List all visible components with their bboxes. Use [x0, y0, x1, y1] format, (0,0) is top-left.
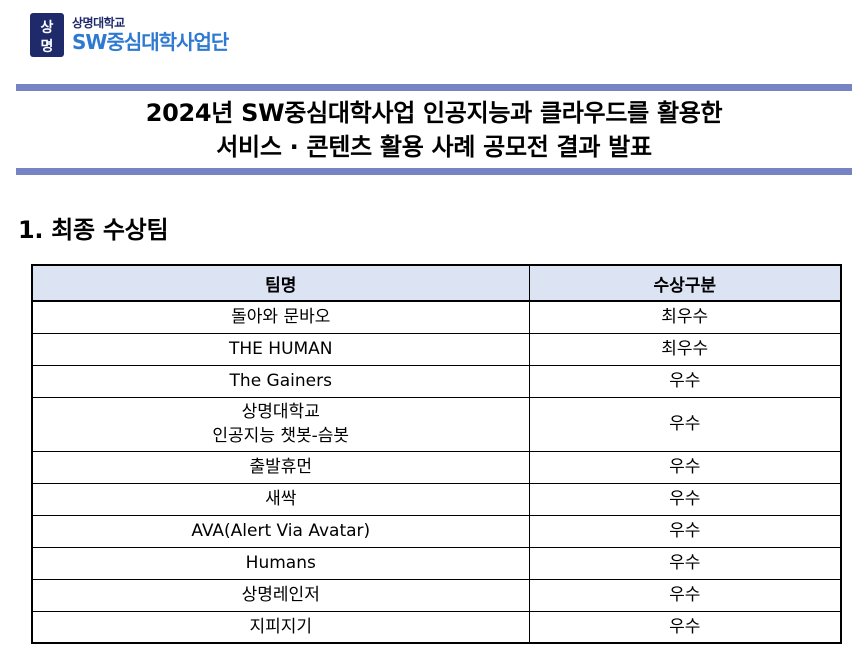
- title-line-1: 2024년 SW중심대학사업 인공지능과 클라우드를 활용한: [145, 98, 723, 127]
- team-name-line: The Gainers: [229, 371, 332, 391]
- table-row: The Gainers 우수: [31, 364, 842, 398]
- table-row: THE HUMAN 최우수: [31, 332, 842, 366]
- team-name-cell: 지피지기: [31, 610, 530, 644]
- team-name-line: 상명대학교: [241, 402, 320, 422]
- award-level-cell: 우수: [528, 482, 842, 516]
- svg-text:명: 명: [41, 38, 54, 55]
- logo-text: 상명대학교 SW중심대학사업단: [72, 16, 229, 54]
- team-name-line: Humans: [245, 553, 316, 573]
- award-level-cell: 우수: [528, 610, 842, 644]
- university-logo: 상 명 상명대학교 SW중심대학사업단: [30, 12, 229, 58]
- logo-program-name: SW중심대학사업단: [72, 30, 229, 54]
- announcement-title: 2024년 SW중심대학사업 인공지능과 클라우드를 활용한 서비스 · 콘텐츠…: [16, 91, 852, 168]
- svg-text:상: 상: [41, 20, 54, 36]
- team-name-cell: Humans: [31, 546, 530, 580]
- award-level-cell: 우수: [528, 450, 842, 484]
- table-row: Humans 우수: [31, 546, 842, 580]
- team-name-line: 출발휴먼: [249, 457, 313, 477]
- team-name-cell: 출발휴먼: [31, 450, 530, 484]
- table-row: 돌아와 문바오 최우수: [31, 300, 842, 334]
- award-level-cell: 최우수: [528, 300, 842, 334]
- team-name-line: 새싹: [265, 489, 297, 509]
- logo-university-name: 상명대학교: [72, 16, 125, 30]
- team-name-cell: AVA(Alert Via Avatar): [31, 514, 530, 548]
- team-name-cell: 새싹: [31, 482, 530, 516]
- team-name-line: 상명레인저: [241, 585, 320, 605]
- logo-emblem-icon: 상 명: [30, 13, 64, 57]
- column-header-award: 수상구분: [528, 264, 842, 302]
- team-name-line: THE HUMAN: [228, 339, 333, 359]
- award-level-cell: 우수: [528, 514, 842, 548]
- award-level-cell: 우수: [528, 364, 842, 398]
- award-level-cell: 우수: [528, 578, 842, 612]
- team-name-cell: 돌아와 문바오: [31, 300, 530, 334]
- table-row: 출발휴먼 우수: [31, 450, 842, 484]
- table-row: 상명대학교 인공지능 챗봇-슴봇 우수: [31, 396, 842, 452]
- team-name-cell: 상명레인저: [31, 578, 530, 612]
- team-name-line: 지피지기: [249, 616, 313, 637]
- table-row: 새싹 우수: [31, 482, 842, 516]
- table-row: 상명레인저 우수: [31, 578, 842, 612]
- award-level-cell: 우수: [528, 546, 842, 580]
- table-header-row: 팀명 수상구분: [31, 264, 842, 302]
- table-row: AVA(Alert Via Avatar) 우수: [31, 514, 842, 548]
- section-heading: 1. 최종 수상팀: [18, 216, 169, 244]
- team-name-cell: THE HUMAN: [31, 332, 530, 366]
- title-line-2: 서비스 · 콘텐츠 활용 사례 공모전 결과 발표: [216, 132, 652, 161]
- title-top-rule: [16, 84, 852, 91]
- team-name-line: 인공지능 챗봇-슴봇: [212, 426, 350, 446]
- table-body: 돌아와 문바오 최우수 THE HUMAN 최우수 The Gainers 우수 상명대학교…: [31, 300, 842, 644]
- team-name-cell: The Gainers: [31, 364, 530, 398]
- team-name-line: AVA(Alert Via Avatar): [191, 521, 371, 541]
- team-name-line: 돌아와 문바오: [231, 307, 331, 328]
- award-table: 팀명 수상구분 돌아와 문바오 최우수 THE HUMAN 최우수 The Gainer…: [31, 264, 842, 644]
- title-bottom-rule: [16, 168, 852, 175]
- table-row: 지피지기 우수: [31, 610, 842, 644]
- award-level-cell: 최우수: [528, 332, 842, 366]
- award-level-cell: 우수: [528, 396, 842, 452]
- column-header-team: 팀명: [31, 264, 530, 302]
